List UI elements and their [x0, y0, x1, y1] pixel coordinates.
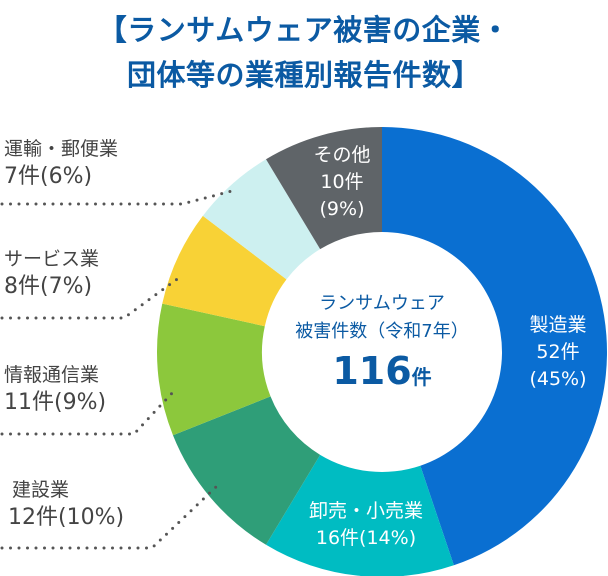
label-other: その他 10件 (9%): [313, 142, 370, 223]
label-service: サービス業 8件(7%): [4, 246, 99, 302]
slice-value: 52件: [536, 341, 580, 363]
slice-name: その他: [313, 144, 371, 166]
donut-slice-0: [382, 127, 608, 566]
leader-line-construction: [0, 483, 220, 550]
label-transport: 運輸・郵便業 7件(6%): [4, 136, 118, 192]
label-it: 情報通信業 11件(9%): [4, 362, 106, 418]
slice-value: 7件(6%): [4, 164, 93, 189]
slice-value: 11件(9%): [4, 390, 107, 415]
slice-percent: (45%): [529, 368, 587, 390]
label-construction: 建設業 12件(10%): [8, 477, 124, 533]
donut-slice-4: [162, 215, 287, 327]
slice-name: 製造業: [529, 314, 587, 336]
slice-percent: (9%): [319, 198, 365, 220]
leader-line-it: [0, 389, 176, 436]
leader-line-transport: [0, 189, 234, 206]
donut-slice-6: [266, 127, 382, 250]
center-total: 116: [332, 349, 412, 393]
slice-name: 卸売・小売業: [308, 500, 424, 522]
center-line2: 被害件数（令和7年）: [295, 321, 469, 342]
donut-slice-3: [156, 303, 271, 436]
slice-value: 12件(10%): [8, 505, 125, 530]
label-manufacturing: 製造業 52件 (45%): [529, 312, 586, 393]
slice-name: サービス業: [4, 248, 100, 270]
donut-slice-2: [172, 396, 321, 545]
center-unit: 件: [411, 365, 432, 389]
slice-value: 8件(7%): [4, 274, 93, 299]
slice-name: 運輸・郵便業: [4, 138, 119, 160]
slice-name: 情報通信業: [4, 364, 100, 386]
chart-title-line1: 【ランサムウェア被害の企業・: [97, 13, 511, 47]
donut-slice-1: [266, 454, 454, 576]
label-wholesale-retail: 卸売・小売業 16件(14%): [309, 498, 423, 552]
chart-title-line2: 団体等の業種別報告件数】: [126, 58, 481, 92]
center-summary: ランサムウェア 被害件数（令和7年） 116件: [295, 290, 468, 396]
donut-slice-5: [202, 159, 321, 280]
center-line1: ランサムウェア: [319, 293, 445, 314]
slice-value: 10件: [320, 171, 364, 193]
slice-value: 16件(14%): [315, 527, 417, 549]
slice-name: 建設業: [12, 479, 70, 501]
